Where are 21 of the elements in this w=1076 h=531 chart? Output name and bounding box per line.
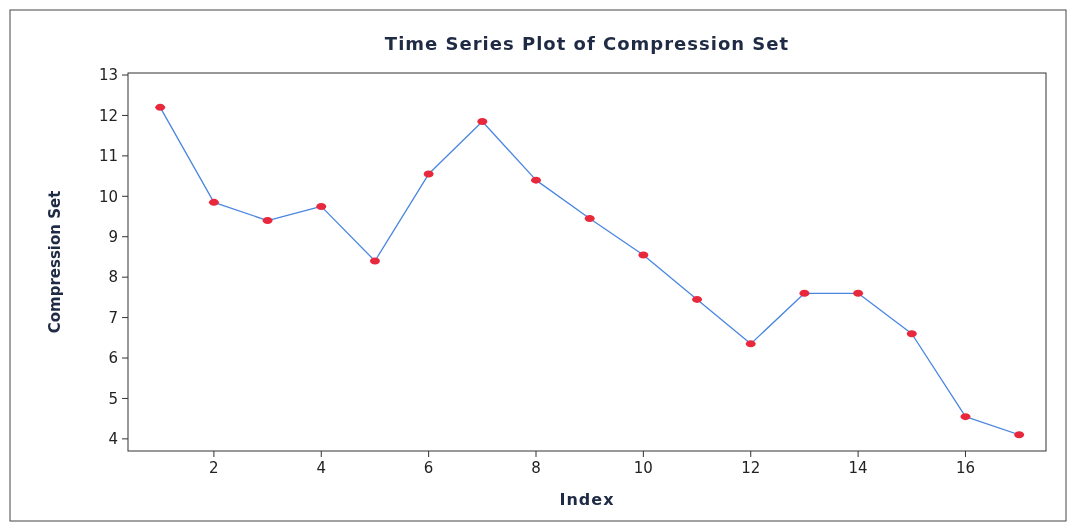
x-tick-label: 4 bbox=[316, 459, 327, 477]
y-tick-label: 13 bbox=[98, 66, 118, 85]
y-tick-label: 6 bbox=[108, 349, 118, 368]
y-tick-label: 4 bbox=[108, 430, 118, 449]
x-tick-label: 16 bbox=[955, 459, 976, 477]
x-tick-label: 14 bbox=[848, 459, 868, 477]
y-axis-title: Compression Set bbox=[46, 190, 64, 334]
x-tick-label: 8 bbox=[531, 459, 541, 477]
x-axis-title: Index bbox=[559, 490, 615, 509]
x-tick-label: 6 bbox=[423, 459, 434, 477]
y-tick-label: 12 bbox=[98, 106, 118, 125]
x-tick-label: 10 bbox=[633, 459, 653, 477]
y-tick-label: 7 bbox=[108, 308, 118, 327]
y-tick-label: 10 bbox=[98, 187, 118, 206]
y-tick-label: 8 bbox=[108, 268, 118, 287]
chart-title: Time Series Plot of Compression Set bbox=[384, 33, 790, 54]
y-tick-label: 5 bbox=[108, 389, 118, 408]
x-tick-label: 12 bbox=[741, 459, 761, 477]
x-tick-label: 2 bbox=[209, 459, 219, 477]
y-tick-label: 11 bbox=[98, 147, 118, 166]
y-tick-label: 9 bbox=[108, 227, 118, 246]
